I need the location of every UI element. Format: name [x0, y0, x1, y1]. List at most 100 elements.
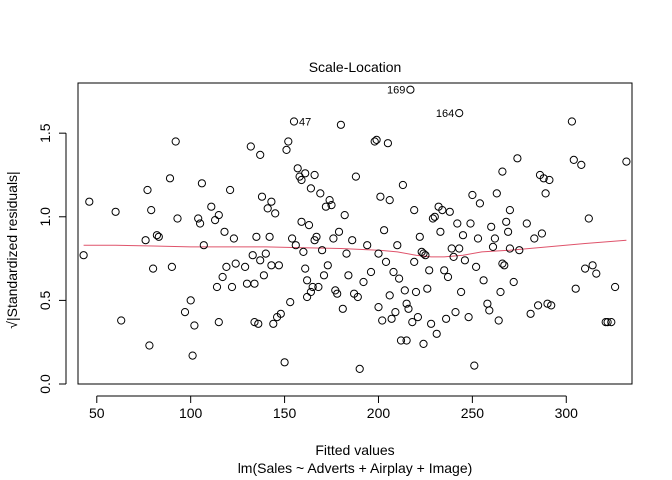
- data-point: [445, 207, 454, 216]
- data-point: [402, 299, 411, 308]
- data-point: [425, 266, 434, 275]
- data-point: [145, 341, 154, 350]
- data-point: [340, 211, 349, 220]
- data-point: [419, 249, 428, 258]
- data-point: [611, 282, 620, 292]
- data-point: [442, 314, 451, 323]
- data-point: [395, 274, 404, 283]
- data-point: [383, 139, 392, 148]
- point-label: 164: [436, 108, 454, 120]
- data-point: [458, 231, 468, 240]
- data-point: [85, 197, 94, 206]
- data-point: [299, 247, 308, 256]
- data-point: [447, 244, 456, 253]
- data-point: [428, 214, 437, 223]
- data-point: [505, 244, 514, 253]
- data-point: [248, 251, 257, 260]
- data-point: [359, 277, 368, 287]
- data-point: [498, 167, 507, 176]
- data-point: [473, 234, 483, 243]
- data-point: [149, 264, 158, 273]
- data-point: [475, 199, 484, 208]
- data-point: [410, 206, 419, 215]
- data-point: [250, 318, 259, 327]
- data-point: [355, 364, 364, 373]
- data-point: [336, 120, 345, 129]
- data-point: [370, 137, 379, 146]
- data-point: [256, 256, 265, 265]
- data-point: [387, 314, 396, 323]
- data-point: [408, 318, 417, 327]
- data-point: [410, 257, 419, 266]
- x-tick-label: 250: [461, 405, 485, 421]
- data-point: [173, 214, 182, 223]
- data-point: [451, 308, 460, 317]
- data-point: [432, 329, 441, 338]
- data-point: [280, 358, 289, 367]
- chart-title: Scale-Location: [309, 59, 402, 75]
- data-point: [569, 155, 578, 164]
- data-point: [378, 316, 387, 325]
- data-point: [265, 232, 274, 241]
- x-tick-label: 50: [89, 405, 105, 421]
- data-point: [327, 201, 336, 210]
- data-point: [404, 304, 413, 313]
- data-point: [567, 117, 577, 126]
- data-point: [381, 257, 391, 266]
- data-point: [271, 209, 280, 218]
- data-point: [282, 145, 291, 154]
- data-point: [522, 219, 531, 228]
- data-point: [310, 170, 319, 180]
- data-point: [472, 262, 481, 271]
- data-point: [436, 227, 445, 236]
- data-point: [297, 175, 306, 185]
- data-point: [180, 308, 190, 317]
- data-point: [398, 180, 407, 190]
- data-point: [297, 217, 306, 226]
- data-point: [455, 109, 464, 118]
- data-point: [479, 276, 488, 285]
- data-point: [214, 211, 223, 220]
- data-point: [421, 251, 430, 260]
- data-point: [393, 241, 402, 250]
- data-point: [218, 272, 227, 282]
- data-point: [147, 206, 156, 215]
- data-point: [490, 234, 499, 243]
- data-point: [111, 207, 120, 216]
- data-point: [496, 287, 505, 297]
- data-point: [303, 292, 312, 302]
- data-point: [259, 271, 268, 280]
- data-point: [502, 217, 511, 226]
- y-tick-label: 0.5: [37, 290, 53, 310]
- data-point: [241, 262, 250, 271]
- data-point: [500, 261, 509, 270]
- data-point: [263, 204, 272, 213]
- data-point: [188, 351, 197, 360]
- data-point: [460, 256, 469, 265]
- data-point: [316, 189, 325, 198]
- data-point: [389, 267, 398, 277]
- x-axis-sublabel: lm(Sales ~ Adverts + Airplay + Image): [238, 460, 473, 476]
- data-point: [374, 303, 383, 312]
- data-point: [227, 282, 237, 292]
- data-point: [607, 318, 616, 327]
- data-point: [504, 227, 513, 236]
- data-point: [453, 219, 462, 228]
- data-point: [571, 284, 580, 293]
- data-point: [468, 190, 477, 200]
- x-tick-label: 300: [555, 405, 579, 421]
- data-point: [257, 192, 267, 201]
- data-point: [539, 174, 548, 183]
- data-point: [443, 272, 453, 282]
- y-tick-label: 0.0: [37, 374, 53, 394]
- data-point: [291, 241, 300, 250]
- data-point: [363, 241, 372, 250]
- data-point: [592, 269, 601, 278]
- data-point: [303, 276, 312, 285]
- data-point: [466, 219, 475, 228]
- data-point: [457, 287, 466, 297]
- y-axis-label: √|Standardized residuals|: [4, 171, 20, 328]
- data-point: [372, 135, 381, 144]
- data-point: [581, 264, 590, 273]
- data-point: [211, 216, 220, 225]
